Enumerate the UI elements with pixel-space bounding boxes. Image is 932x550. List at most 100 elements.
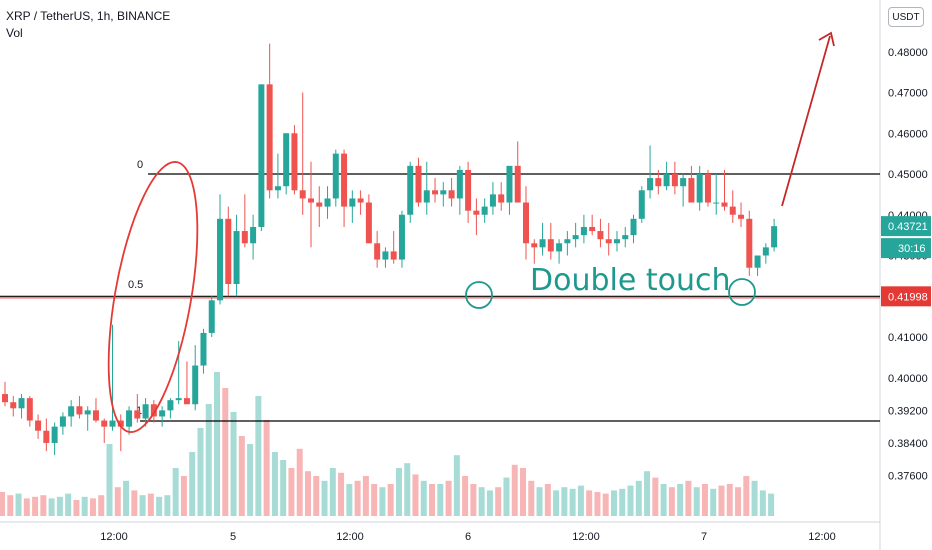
candle-body: [580, 226, 587, 236]
volume-bar: [610, 490, 617, 516]
volume-bar: [462, 476, 469, 516]
volume-bar: [48, 498, 55, 516]
volume-bar: [32, 496, 39, 516]
volume-bar: [470, 484, 477, 516]
candle-body: [531, 243, 538, 248]
candle-body: [423, 190, 430, 203]
volume-bar: [89, 498, 96, 516]
support-price-tag: [881, 286, 931, 307]
volume-bar: [280, 460, 287, 516]
candle-body: [200, 332, 207, 366]
candle-body: [92, 410, 99, 421]
y-tick-label: 0.38400: [888, 438, 928, 450]
volume-bar: [147, 493, 154, 516]
x-tick-label: 12:00: [808, 531, 836, 543]
candle-body: [208, 300, 215, 333]
fib-label-0: 0: [137, 159, 143, 171]
candle-body: [126, 410, 133, 427]
volume-bar: [263, 420, 270, 516]
volume-bar: [759, 490, 766, 516]
volume-bar: [205, 404, 212, 516]
candle-body: [605, 239, 612, 244]
volume-bar: [395, 468, 402, 516]
candle-body: [589, 226, 596, 232]
candle-body: [159, 410, 166, 417]
candle-body: [597, 231, 604, 240]
volume-bar: [495, 487, 502, 516]
volume-bar: [445, 480, 452, 516]
volume-bar: [718, 485, 725, 516]
volume-bar: [180, 476, 187, 516]
candle-body: [10, 402, 17, 409]
candle-body: [647, 178, 654, 191]
candle-body: [415, 165, 422, 203]
volume-bar: [420, 480, 427, 516]
candle-body: [572, 235, 579, 240]
currency-button[interactable]: USDT: [888, 7, 924, 27]
y-tick-label: 0.40000: [888, 373, 928, 385]
volume-bar: [437, 484, 444, 516]
candle-body: [192, 365, 199, 405]
volume-bar: [23, 498, 30, 516]
volume-bar: [412, 474, 419, 516]
volume-bar: [453, 455, 460, 516]
volume-bar: [346, 484, 353, 516]
touch-circle-1: [465, 281, 493, 309]
volume-bar: [222, 388, 229, 516]
candle-body: [35, 420, 42, 431]
candle-body: [539, 239, 546, 248]
volume-bar: [404, 463, 411, 516]
volume-bar: [528, 480, 535, 516]
double-touch-label: Double touch: [530, 263, 730, 298]
candle-body: [754, 255, 761, 268]
candle-body: [26, 398, 33, 421]
candle-body: [241, 231, 248, 244]
candle-body: [448, 190, 455, 199]
volume-bar: [503, 477, 510, 516]
volume-bar: [726, 484, 733, 516]
candle-body: [398, 214, 405, 260]
volume-bar: [247, 444, 254, 516]
candle-body: [704, 174, 711, 203]
last-price-tag: [881, 216, 931, 237]
volume-bar: [701, 484, 708, 516]
volume-bar: [553, 490, 560, 516]
volume-bar: [486, 490, 493, 516]
candle-body: [498, 194, 505, 203]
candle-body: [523, 202, 530, 244]
candle-body: [258, 84, 265, 227]
volume-bar: [172, 468, 179, 516]
candle-body: [622, 235, 629, 240]
candle-body: [481, 206, 488, 215]
volume-bar: [635, 480, 642, 516]
volume-bar: [685, 480, 692, 516]
volume-bar: [710, 488, 717, 516]
volume-bar: [313, 476, 320, 516]
volume-label: Vol: [6, 26, 23, 40]
last-price-label: 0.43721: [888, 221, 928, 233]
volume-bar: [577, 485, 584, 516]
candle-body: [291, 133, 298, 191]
volume-bar: [56, 496, 63, 516]
candle-body: [440, 190, 447, 195]
candle-body: [382, 251, 389, 260]
candle-body: [456, 169, 463, 199]
touch-circle-2: [728, 278, 756, 306]
candle-body: [167, 400, 174, 411]
volume-bar: [15, 493, 22, 516]
candle-body: [746, 218, 753, 268]
x-tick-label: 12:00: [100, 531, 128, 543]
candle-body: [473, 210, 480, 215]
fib-label-05: 0.5: [128, 279, 143, 291]
candle-body: [68, 406, 75, 417]
x-tick-label: 6: [465, 531, 471, 543]
volume-bar: [98, 495, 105, 516]
volume-bar: [520, 468, 527, 516]
volume-bar: [65, 493, 72, 516]
volume-bar: [511, 464, 518, 516]
candle-body: [638, 190, 645, 219]
y-tick-label: 0.45000: [888, 169, 928, 181]
volume-bar: [288, 468, 295, 516]
candle-body: [109, 420, 116, 427]
